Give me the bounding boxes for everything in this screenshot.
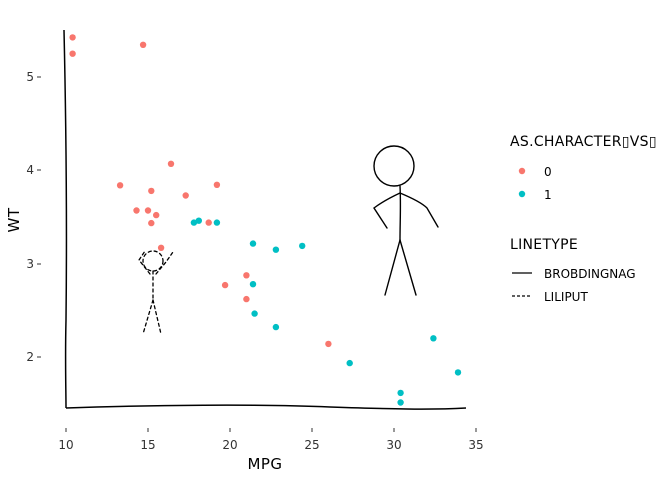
x-tick-label: 35 bbox=[468, 438, 483, 452]
data-point-1-8 bbox=[397, 389, 404, 397]
x-tick-label: 25 bbox=[304, 438, 319, 452]
data-point-0-15 bbox=[157, 244, 165, 251]
legend-label-0: 0 bbox=[544, 165, 552, 179]
data-point-1-11 bbox=[346, 359, 353, 367]
data-point-0-16 bbox=[221, 281, 229, 289]
y-tick-label: 5 bbox=[26, 70, 34, 84]
data-point-0-8 bbox=[69, 34, 76, 41]
x-tick-label: 15 bbox=[140, 438, 155, 452]
x-tick-marks bbox=[65, 428, 477, 432]
legend-vs: AS.CHARACTER▯VS▯ 0 1 bbox=[510, 134, 657, 202]
data-point-1-3 bbox=[299, 242, 306, 250]
data-point-1-6 bbox=[190, 219, 198, 226]
data-point-0-11 bbox=[148, 219, 155, 227]
legend-linetype: LINETYPE BROBDINGNAG LILIPUT bbox=[510, 237, 636, 304]
data-point-0-5 bbox=[182, 192, 189, 199]
data-point-0-14 bbox=[325, 340, 332, 348]
y-axis-line bbox=[63, 29, 68, 409]
data-point-0-10 bbox=[153, 211, 160, 219]
data-point-1-4 bbox=[272, 246, 280, 253]
x-tick-label: 20 bbox=[222, 438, 237, 452]
data-point-1-13 bbox=[249, 281, 257, 288]
data-point-0-6 bbox=[148, 187, 155, 195]
legend-swatch-0 bbox=[518, 167, 526, 175]
data-point-0-4 bbox=[167, 160, 175, 167]
data-point-0-17 bbox=[144, 207, 152, 214]
x-tick-label: 30 bbox=[386, 438, 401, 452]
stick-figure-small bbox=[138, 250, 174, 335]
data-point-1-10 bbox=[251, 310, 258, 317]
data-point-0-9 bbox=[139, 41, 147, 48]
data-point-0-0 bbox=[243, 295, 250, 303]
legend-label-1: 1 bbox=[544, 188, 552, 202]
data-point-0-2 bbox=[205, 219, 212, 226]
legend-label-brobdingnag: BROBDINGNAG bbox=[544, 267, 636, 281]
data-point-0-12 bbox=[116, 182, 124, 189]
data-point-1-2 bbox=[195, 217, 202, 224]
data-point-1-0 bbox=[272, 323, 280, 331]
data-point-0-13 bbox=[213, 181, 221, 188]
data-point-1-5 bbox=[213, 219, 221, 226]
stick-figure-large bbox=[373, 145, 439, 296]
data-point-0-3 bbox=[133, 207, 140, 214]
legend-vs-title: AS.CHARACTER▯VS▯ bbox=[510, 134, 657, 150]
x-tick-label: 10 bbox=[58, 438, 73, 452]
y-tick-labels: 2 3 4 5 bbox=[26, 70, 34, 364]
data-point-0-7 bbox=[69, 50, 76, 57]
data-point-1-9 bbox=[454, 369, 462, 376]
legend-linetype-title: LINETYPE bbox=[510, 237, 578, 253]
legend-label-liliput: LILIPUT bbox=[544, 290, 588, 304]
points-layer bbox=[69, 34, 462, 406]
y-tick-label: 4 bbox=[26, 163, 34, 177]
y-tick-label: 2 bbox=[26, 350, 34, 364]
legend-swatch-1 bbox=[518, 190, 526, 198]
data-point-1-1 bbox=[249, 240, 257, 247]
data-point-1-7 bbox=[430, 335, 437, 342]
y-tick-label: 3 bbox=[26, 257, 34, 271]
data-point-1-12 bbox=[397, 399, 404, 406]
x-axis-title: MPG bbox=[247, 455, 282, 473]
y-tick-marks bbox=[37, 76, 41, 358]
y-axis-title: WT bbox=[5, 207, 23, 232]
x-axis-line bbox=[65, 404, 467, 410]
x-tick-labels: 10 15 20 25 30 35 bbox=[58, 438, 483, 452]
data-point-0-1 bbox=[243, 272, 250, 279]
